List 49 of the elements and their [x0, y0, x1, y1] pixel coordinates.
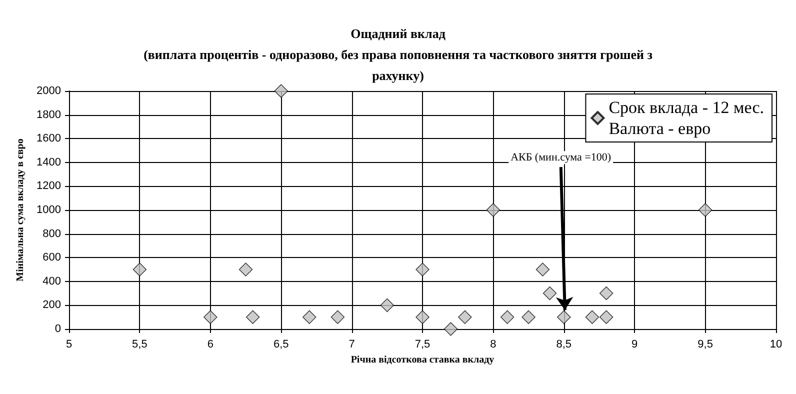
point [522, 310, 536, 324]
point [536, 262, 550, 276]
x-axis-title: Річна відсоткова ставка вкладу [350, 354, 494, 366]
x-tick-label: 5,5 [132, 338, 148, 350]
point [380, 298, 394, 312]
x-tick-label: 10 [770, 338, 782, 350]
x-tick-label: 7 [348, 338, 355, 350]
point [542, 286, 557, 300]
point [557, 310, 571, 324]
legend-label: Срок вклада - 12 мес. Валюта - евро [608, 98, 764, 138]
y-tick-label: 800 [42, 228, 61, 240]
y-tick-label: 0 [54, 323, 61, 335]
y-tick-label: 1200 [36, 180, 61, 192]
point [585, 310, 600, 324]
x-tick-label: 6 [207, 338, 214, 350]
point [132, 262, 147, 276]
point [238, 262, 253, 276]
annotation: АКБ (мин.сума =100) [510, 152, 612, 164]
x-tick-label: 7,5 [414, 338, 430, 350]
y-tick-label: 600 [42, 252, 61, 264]
chart-title: Ощадний вклад (виплата процентів - одноразово, без права поповнення та часткового зняття грошей з рахунку) [144, 26, 652, 83]
x-tick-label: 8,5 [556, 338, 572, 350]
point [416, 262, 430, 276]
y-tick-label: 1400 [36, 156, 61, 168]
point [302, 310, 316, 324]
y-tick-label: 1000 [36, 204, 61, 216]
x-tick-label: 9 [632, 338, 638, 350]
point [599, 286, 614, 300]
y-axis-title: Мінімальна сума вкладу в євро [15, 138, 26, 282]
point [330, 310, 345, 324]
x-tick-label: 5 [66, 338, 72, 350]
y-tick-label: 1800 [36, 108, 61, 121]
point [416, 310, 430, 324]
y-tick-label: 2000 [36, 85, 61, 97]
x-tick-label: 9,5 [698, 338, 713, 350]
point [698, 203, 712, 217]
point [274, 84, 288, 98]
y-tick-label: 1600 [36, 132, 61, 145]
x-tick-label: 6,5 [273, 338, 289, 350]
point [486, 203, 500, 217]
y-tick-label: 200 [42, 299, 61, 312]
point [444, 322, 458, 336]
x-tick-label: 8 [490, 338, 496, 350]
point [204, 310, 218, 324]
point [500, 310, 514, 324]
point [599, 310, 614, 324]
point [246, 310, 260, 324]
y-tick-label: 400 [42, 275, 61, 288]
point [458, 310, 472, 324]
